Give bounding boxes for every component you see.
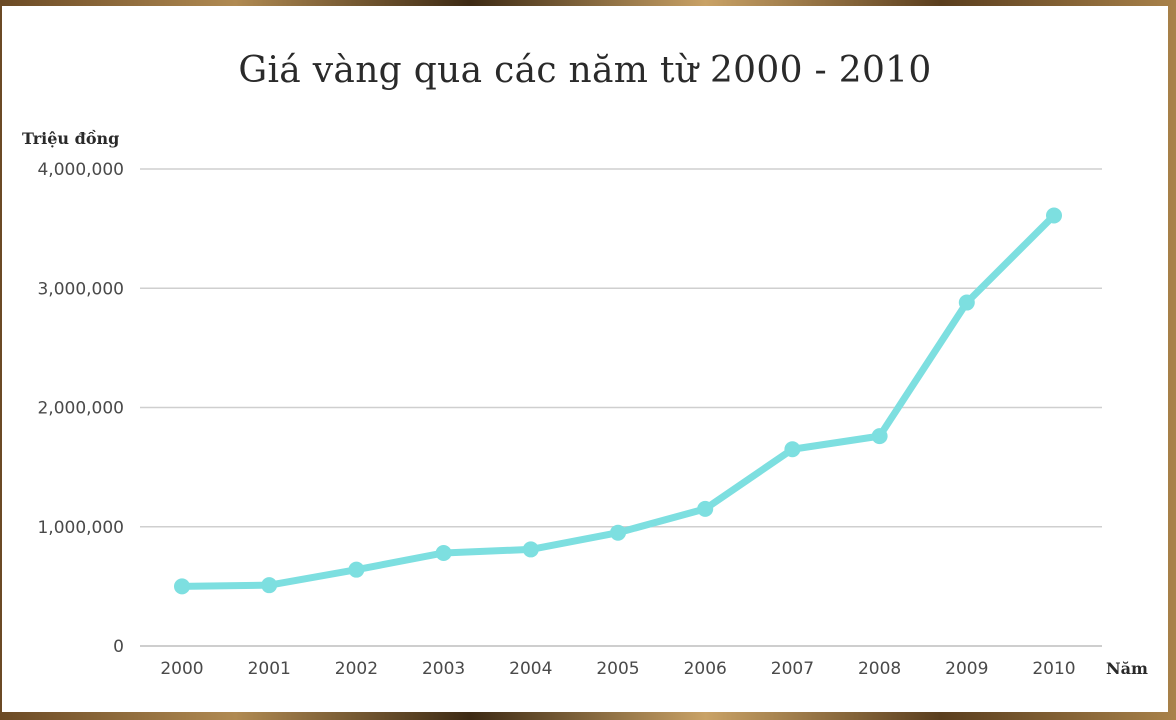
- chart-title: Giá vàng qua các năm từ 2000 - 2010: [238, 50, 932, 91]
- data-point: [1046, 207, 1062, 224]
- data-point: [435, 544, 452, 561]
- data-point: [522, 541, 539, 558]
- y-axis-title: Triệu đồng: [22, 129, 119, 148]
- x-tick-label: 2004: [509, 659, 552, 679]
- gridlines: [140, 168, 1102, 647]
- data-point: [697, 500, 714, 517]
- chart-card: Giá vàng qua các năm từ 2000 - 2010 0 1,0…: [2, 6, 1168, 712]
- series-points: [174, 207, 1062, 595]
- y-tick-label: 1,000,000: [37, 518, 124, 538]
- y-tick-label: 2,000,000: [37, 399, 124, 419]
- x-tick-label: 2003: [422, 659, 465, 679]
- data-point: [958, 294, 975, 311]
- data-point: [174, 578, 190, 595]
- x-tick-label: 2001: [248, 659, 291, 679]
- x-tick-labels: 2000 2001 2002 2003 2004 2005 2006 2007 2008 2009…: [160, 659, 1075, 679]
- x-tick-label: 2000: [160, 659, 203, 679]
- x-tick-label: 2009: [945, 659, 988, 679]
- x-tick-label: 2002: [335, 659, 378, 679]
- line-chart: 0 1,000,000 2,000,000 3,000,000 4,000,000 20…: [22, 129, 1148, 679]
- x-tick-label: 2007: [771, 659, 814, 679]
- data-point: [610, 524, 626, 541]
- data-point: [261, 577, 278, 594]
- data-point: [784, 441, 801, 458]
- data-point: [871, 428, 888, 445]
- y-tick-labels: 0 1,000,000 2,000,000 3,000,000 4,000,000: [37, 160, 124, 657]
- y-tick-label: 0: [113, 637, 124, 657]
- x-axis-title: Năm: [1106, 659, 1148, 678]
- x-tick-label: 2005: [596, 659, 639, 679]
- y-tick-label: 4,000,000: [37, 160, 124, 180]
- x-tick-label: 2006: [684, 659, 727, 679]
- x-tick-label: 2008: [858, 659, 901, 679]
- x-tick-label: 2010: [1032, 659, 1075, 679]
- data-point: [348, 561, 365, 578]
- y-tick-label: 3,000,000: [37, 279, 124, 299]
